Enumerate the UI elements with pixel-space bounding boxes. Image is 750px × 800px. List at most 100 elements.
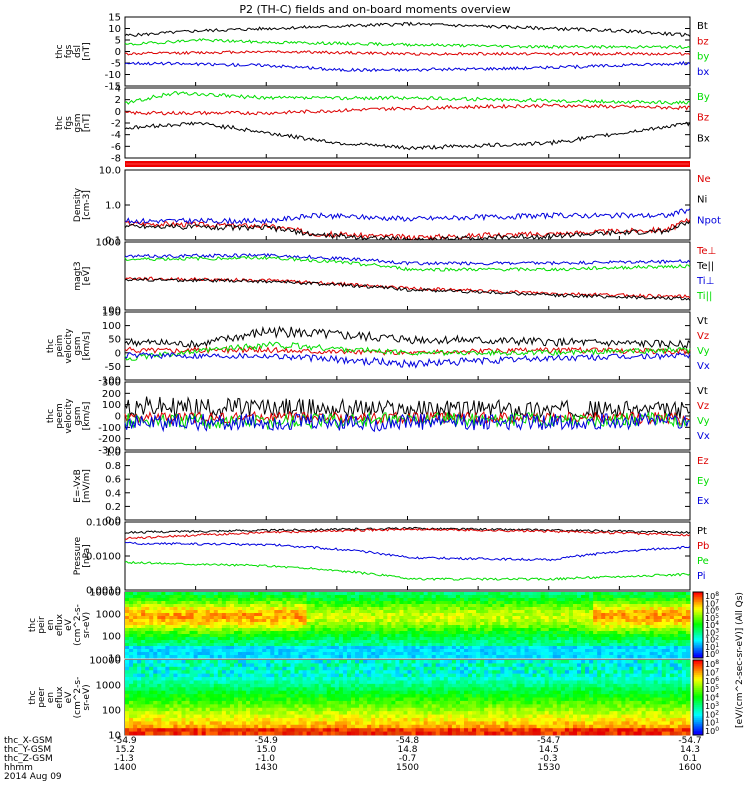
heatmap-cell [225, 714, 231, 719]
heatmap-cell [451, 646, 457, 650]
heatmap-cell [233, 637, 239, 641]
heatmap-cell [149, 731, 154, 736]
heatmap-cell [508, 607, 513, 611]
heatmap-cell [334, 607, 340, 611]
heatmap-cell [153, 640, 158, 644]
heatmap-cell [601, 607, 606, 611]
heatmap-cell [233, 673, 239, 678]
heatmap-cell [585, 643, 590, 647]
colorbar-tick-label: 106 [705, 606, 719, 616]
heatmap-cell [318, 625, 324, 629]
heatmap-cell [173, 613, 178, 617]
heatmap-cell [496, 637, 501, 641]
heatmap-cell [266, 680, 271, 685]
heatmap-cell [613, 622, 618, 626]
heatmap-cell [310, 680, 316, 685]
heatmap-cell [427, 628, 433, 632]
heatmap-cell [673, 634, 679, 638]
heatmap-cell [342, 643, 348, 647]
heatmap-cell [387, 660, 392, 664]
heatmap-cell [189, 604, 195, 608]
heatmap-cell [395, 673, 400, 678]
heatmap-cell [246, 652, 251, 656]
heatmap-cell [645, 622, 651, 626]
heatmap-cell [290, 673, 295, 678]
heatmap-cell [286, 643, 291, 647]
heatmap-cell [185, 649, 190, 653]
y-tick-label: 0.1000 [86, 518, 121, 529]
heatmap-cell [185, 640, 190, 644]
heatmap-cell [512, 616, 517, 620]
heatmap-cell [455, 610, 461, 614]
heatmap-cell [617, 637, 622, 641]
heatmap-cell [238, 646, 243, 650]
heatmap-cell [193, 721, 199, 726]
heatmap-cell [334, 622, 340, 626]
heatmap-cell [141, 604, 146, 608]
heatmap-cell [383, 619, 388, 623]
heatmap-cell [314, 610, 320, 614]
heatmap-cell [173, 683, 178, 688]
heatmap-cell [330, 724, 336, 729]
heatmap-cell [532, 652, 538, 656]
heatmap-cell [451, 652, 457, 656]
heatmap-cell [468, 655, 473, 659]
heatmap-cell [617, 592, 622, 596]
heatmap-cell [367, 598, 372, 602]
heatmap-cell [338, 683, 344, 688]
heatmap-cell [480, 634, 485, 638]
heatmap-cell [443, 631, 449, 635]
heatmap-cell [201, 717, 207, 722]
legend-Te||: Te|| [696, 261, 714, 272]
heatmap-cell [532, 622, 538, 626]
heatmap-cell [318, 663, 324, 668]
heatmap-cell [379, 634, 384, 638]
legend-Vy: Vy [697, 416, 710, 427]
heatmap-cell [581, 619, 586, 623]
heatmap-cell [258, 607, 263, 611]
heatmap-cell [306, 724, 312, 729]
heatmap-cell [193, 619, 199, 623]
heatmap-cell [419, 610, 425, 614]
heatmap-cell [201, 604, 207, 608]
heatmap-cell [233, 670, 239, 675]
heatmap-cell [233, 700, 239, 705]
heatmap-cell [379, 622, 384, 626]
heatmap-cell [564, 625, 570, 629]
heatmap-cell [314, 592, 320, 596]
heatmap-cell [419, 595, 425, 599]
heatmap-cell [605, 616, 610, 620]
heatmap-cell [472, 646, 477, 650]
heatmap-cell [153, 652, 158, 656]
heatmap-cell [564, 631, 570, 635]
heatmap-cell [657, 649, 663, 653]
heatmap-cell [346, 649, 352, 653]
heatmap-cell [617, 613, 622, 617]
colorbar-step [693, 639, 703, 642]
heatmap-cell [221, 731, 227, 736]
heatmap-cell [564, 598, 570, 602]
heatmap-cell [181, 731, 186, 736]
heatmap-cell [270, 711, 275, 715]
heatmap-cell [266, 628, 271, 632]
heatmap-cell [217, 598, 223, 602]
colorbar-step [693, 613, 703, 616]
heatmap-cell [125, 694, 130, 698]
heatmap-cell [185, 673, 190, 678]
heatmap-cell [185, 634, 190, 638]
heatmap-cell [593, 619, 598, 623]
heatmap-cell [145, 666, 150, 671]
colorbar-step [693, 633, 703, 636]
heatmap-cell [629, 598, 634, 602]
heatmap-cell [233, 731, 239, 736]
heatmap-cell [649, 637, 655, 641]
heatmap-cell [593, 652, 598, 656]
heatmap-cell [274, 610, 279, 614]
heatmap-cell [189, 622, 195, 626]
heatmap-cell [278, 690, 283, 695]
heatmap-cell [637, 619, 642, 623]
heatmap-cell [342, 690, 348, 695]
heatmap-cell [439, 592, 445, 596]
heatmap-cell [342, 613, 348, 617]
heatmap-cell [205, 622, 211, 626]
